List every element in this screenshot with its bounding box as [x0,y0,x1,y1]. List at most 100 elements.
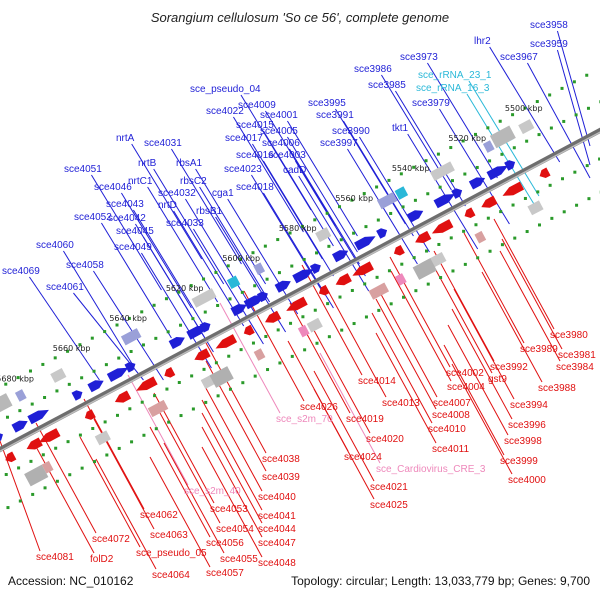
tick-mark [475,165,479,169]
reverse-gene-label: sce4010 [428,424,466,435]
kbp-label: 5500 kbp [505,104,543,113]
tick-mark [375,275,379,279]
tick-mark [179,414,183,418]
kbp-label: 5560 kbp [335,194,373,203]
reverse-leader-line [499,250,561,362]
tick-mark [130,440,134,444]
reverse-gene-label: sce4041 [258,511,296,522]
tick-mark [43,396,47,400]
forward-gene-label: sce3990 [332,126,370,137]
tick-mark [439,276,443,280]
tick-mark [463,262,467,266]
tick-mark [301,315,305,319]
forward-gene-label: nrtD [158,200,177,211]
tick-mark [103,420,107,424]
forward-gene-label: sce_rRNA_16_3 [416,83,490,94]
tick-mark [140,310,144,314]
forward-leader-line [199,186,271,303]
feature-labels: 5500 kbp 5520 kbp 5540 kbp 5560 kbp 5580 kbp… [0,20,596,581]
tick-mark [449,236,453,240]
tick-mark [426,282,430,286]
reverse-leader-line [201,412,263,524]
tick-mark [41,453,45,457]
forward-gene-arrow [106,367,129,382]
tick-mark [251,251,255,255]
tick-mark [315,341,319,345]
reverse-feature-block [368,282,390,300]
forward-feature-block [253,262,266,275]
tick-mark [251,341,255,345]
reverse-leader-line [325,286,387,398]
tick-mark [142,433,146,437]
tick-mark [204,400,208,404]
reverse-leader-line [463,232,525,344]
tick-mark [473,132,477,136]
reverse-leader-line [149,426,211,538]
tick-mark [462,229,466,233]
reverse-gene-arrow [114,390,132,403]
forward-feature-block [429,161,455,182]
forward-leader-line [556,30,591,147]
forward-gene-arrow [124,362,136,373]
tick-mark [412,165,416,169]
tick-mark [30,402,34,406]
reverse-gene-label: sce3988 [538,383,576,394]
forward-gene-label: sce4003 [268,150,306,161]
forward-gene-label: sce4006 [262,138,300,149]
forward-leader-line [121,192,192,309]
forward-gene-label: sce4016 [236,150,274,161]
tick-mark [127,316,131,320]
reverse-leader-line [153,392,215,504]
tick-mark [105,453,109,457]
tick-mark [128,407,132,411]
forward-leader-line [153,168,225,285]
forward-feature-block [315,227,332,243]
tick-mark [263,244,267,248]
tick-mark [80,376,84,380]
forward-leader-line [173,210,245,327]
reverse-leader-line [493,218,555,330]
forward-gene-label: sce3997 [320,138,358,149]
tick-mark [400,262,404,266]
tick-mark [476,256,480,260]
tick-mark [338,205,342,209]
tick-mark [92,369,96,373]
kbp-label: 5660 kbp [53,344,91,353]
tick-mark [18,409,22,413]
forward-gene-arrow [331,250,349,263]
forward-gene-label: sce3967 [500,52,538,63]
forward-leader-line [407,133,479,250]
reverse-gene-label: sce4008 [432,410,470,421]
tick-mark [364,225,368,229]
reverse-leader-line [243,290,305,402]
reverse-leader-line [159,412,221,524]
reverse-leader-line [319,352,381,464]
tick-mark [90,336,94,340]
tick-mark [523,196,527,200]
reverse-leader-line [443,344,505,456]
reverse-leader-line [375,298,437,410]
tick-mark [326,302,330,306]
tick-mark [278,361,282,365]
forward-gene-arrow [274,280,291,293]
tick-mark [548,183,552,187]
reverse-leader-line [451,308,513,420]
large-feature-block [0,393,13,413]
forward-gene-arrow [504,160,516,171]
reverse-feature-block [253,348,266,361]
forward-feature-block [518,119,535,135]
large-feature-block [24,464,49,487]
tick-mark [241,381,245,385]
tick-mark [315,251,319,255]
tick-mark [202,277,206,281]
reverse-gene-label: sce3999 [500,456,538,467]
tick-mark [414,289,418,293]
forward-gene-label: sce4022 [206,106,244,117]
reverse-gene-label: sce3992 [490,362,528,373]
forward-gene-arrow [376,228,388,239]
tick-mark [463,172,467,176]
tick-mark [166,330,170,334]
tick-mark [389,211,393,215]
tick-mark [425,249,429,253]
tick-mark [78,343,82,347]
